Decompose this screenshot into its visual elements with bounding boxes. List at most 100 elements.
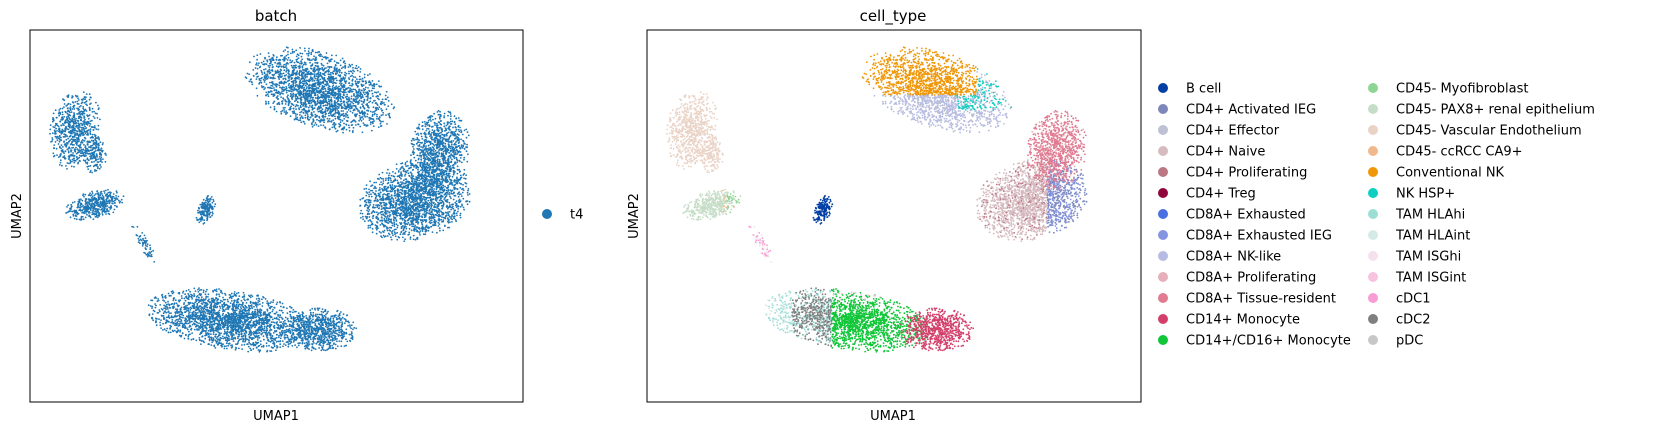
batch-point (342, 88, 345, 91)
batch-point (420, 206, 422, 209)
batch-point (59, 161, 62, 164)
batch-point (280, 96, 282, 98)
batch-point (354, 115, 357, 118)
batch-point (287, 53, 289, 56)
batch-point (288, 108, 291, 111)
batch-point (467, 188, 470, 190)
batch-point (459, 212, 462, 215)
batch-point (102, 142, 104, 144)
batch-point (364, 80, 367, 83)
batch-point (366, 113, 369, 115)
batch-point (367, 227, 370, 229)
batch-point (324, 90, 327, 92)
batch-point (80, 116, 83, 119)
batch-point (319, 99, 322, 102)
batch-point (309, 61, 311, 64)
batch-point (289, 92, 292, 95)
batch-point (300, 86, 303, 89)
batch-point (311, 85, 314, 88)
batch-point (284, 103, 287, 105)
batch-point (108, 213, 111, 216)
batch-point (87, 194, 90, 197)
batch-point (367, 109, 369, 112)
batch-point (299, 82, 302, 84)
batch-point (324, 111, 327, 114)
batch-point (331, 72, 334, 74)
batch-point (309, 100, 312, 102)
batch-point (71, 95, 74, 97)
batch-point (281, 102, 284, 104)
batch-point (79, 144, 82, 146)
batch-point (359, 71, 362, 73)
batch-point (60, 153, 62, 155)
batch-point (97, 124, 100, 127)
batch-point (307, 52, 310, 55)
batch-point (83, 143, 85, 146)
batch-point (97, 144, 100, 147)
batch-point (109, 191, 112, 194)
batch-point (91, 213, 94, 216)
batch-point (382, 213, 384, 216)
batch-point (321, 55, 323, 58)
batch-point (320, 110, 323, 112)
batch-point (337, 69, 340, 71)
batch-point (326, 117, 329, 120)
batch-point (71, 160, 73, 163)
batch-point (361, 116, 363, 118)
batch-point (299, 119, 302, 122)
batch-point (288, 70, 290, 73)
batch-point (457, 180, 459, 183)
batch-point (367, 87, 369, 89)
batch-point (347, 66, 350, 68)
batch-point (378, 187, 381, 189)
batch-point (203, 214, 206, 216)
batch-point (306, 90, 309, 93)
batch-point (352, 126, 355, 129)
batch-point (311, 104, 314, 107)
batch-point (66, 206, 68, 208)
batch-point (59, 159, 62, 162)
batch-point (379, 176, 382, 179)
batch-point (96, 156, 98, 158)
batch-point (87, 153, 90, 155)
batch-point (305, 70, 308, 73)
batch-point (271, 66, 274, 69)
batch-point (91, 211, 94, 214)
batch-point (352, 76, 355, 78)
batch-point (81, 110, 84, 113)
batch-point (72, 106, 75, 109)
batch-point (320, 93, 323, 96)
batch-point (461, 191, 464, 194)
batch-point (251, 81, 253, 84)
batch-point (285, 100, 288, 103)
batch-point (83, 210, 86, 213)
batch-point (66, 135, 68, 137)
batch-point (424, 233, 427, 236)
batch-point (321, 76, 323, 79)
batch-point (368, 80, 371, 83)
batch-point (75, 218, 78, 221)
batch-point (84, 193, 87, 196)
batch-point (75, 130, 78, 132)
batch-point (56, 124, 59, 127)
batch-point (405, 178, 408, 181)
batch-point (63, 152, 65, 155)
batch-point (359, 94, 361, 97)
batch-point (312, 118, 315, 120)
batch-point (335, 130, 338, 133)
batch-point (337, 90, 340, 92)
batch-point (330, 78, 332, 81)
batch-point (201, 218, 203, 220)
batch-point (343, 114, 346, 117)
batch-point (52, 152, 55, 155)
batch-point (263, 63, 265, 66)
batch-point (72, 126, 75, 129)
batch-point (92, 209, 94, 212)
batch-point (69, 118, 72, 121)
batch-point (94, 201, 96, 204)
batch-point (323, 101, 326, 103)
batch-point (282, 77, 285, 80)
batch-point (452, 215, 454, 218)
batch-point (270, 69, 273, 72)
batch-point (295, 118, 298, 121)
